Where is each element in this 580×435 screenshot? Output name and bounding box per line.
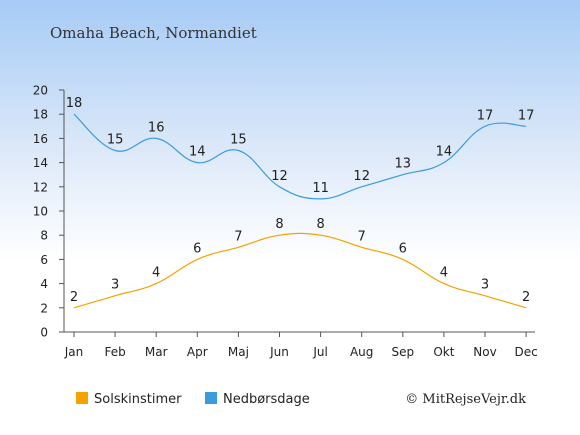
- data-label: 4: [440, 266, 448, 281]
- y-tick-label: 12: [33, 180, 48, 194]
- data-label: 15: [107, 133, 124, 148]
- y-tick-label: 16: [33, 132, 48, 146]
- data-label: 4: [152, 266, 160, 281]
- y-tick-label: 6: [40, 253, 48, 267]
- y-ticks: 0 2 4 6 8 10 12 14 16 18 20: [33, 84, 64, 340]
- x-tick-label: Jul: [312, 345, 327, 359]
- y-tick-label: 14: [33, 156, 48, 170]
- data-label: 16: [148, 120, 165, 135]
- series-line-sunshine: [73, 232, 527, 309]
- x-tick-label: Aug: [350, 345, 373, 359]
- y-tick-label: 10: [33, 205, 48, 219]
- y-tick-label: 18: [33, 108, 48, 122]
- y-tick-label: 0: [40, 326, 48, 340]
- data-label: 11: [312, 181, 329, 196]
- data-label: 6: [193, 241, 201, 256]
- data-label: 15: [230, 133, 247, 148]
- y-tick-label: 20: [33, 84, 48, 98]
- x-tick-label: Jan: [64, 345, 84, 359]
- data-label: 14: [189, 145, 206, 160]
- data-label: 17: [477, 108, 494, 123]
- data-label: 14: [436, 145, 453, 160]
- chart-title: Omaha Beach, Normandiet: [50, 24, 257, 42]
- data-label: 18: [66, 96, 83, 111]
- data-label: 2: [70, 290, 78, 305]
- credit-text: © MitRejseVejr.dk: [405, 392, 526, 407]
- x-tick-label: Nov: [473, 345, 496, 359]
- data-label: 6: [399, 241, 407, 256]
- x-tick-label: Maj: [228, 345, 249, 359]
- y-tick-label: 8: [40, 229, 48, 243]
- data-label: 8: [275, 217, 283, 232]
- y-tick-label: 4: [40, 277, 48, 291]
- x-tick-label: Apr: [187, 345, 208, 359]
- data-label: 7: [358, 229, 366, 244]
- data-label: 12: [271, 169, 288, 184]
- data-labels: 2 3 4 6 7 8 8 7 6 4 3 2 18 15 16 14 15 12 11 12 13 14 17 17: [66, 96, 535, 305]
- legend: Solskinstimer Nedbørsdage: [76, 392, 310, 407]
- series-layer: [73, 113, 527, 309]
- data-label: 3: [111, 278, 119, 293]
- legend-label-sunshine: Solskinstimer: [94, 392, 182, 407]
- legend-label-rain-days: Nedbørsdage: [223, 392, 310, 407]
- x-tick-label: Dec: [514, 345, 537, 359]
- x-ticks: Jan Feb Mar Apr Maj Jun Jul Aug Sep Okt Nov Dec: [64, 332, 538, 359]
- legend-item-rain-days: Nedbørsdage: [205, 392, 310, 407]
- legend-swatch-sunshine: [76, 392, 88, 404]
- x-tick-label: Sep: [391, 345, 414, 359]
- x-tick-label: Okt: [433, 345, 454, 359]
- legend-swatch-rain-days: [205, 392, 217, 404]
- x-tick-label: Mar: [145, 345, 168, 359]
- data-label: 8: [316, 217, 324, 232]
- data-label: 3: [481, 278, 489, 293]
- data-label: 17: [518, 108, 535, 123]
- x-tick-label: Feb: [104, 345, 125, 359]
- data-label: 12: [353, 169, 370, 184]
- data-label: 13: [395, 157, 412, 172]
- legend-item-sunshine: Solskinstimer: [76, 392, 182, 407]
- data-label: 2: [522, 290, 530, 305]
- x-tick-label: Jun: [269, 345, 289, 359]
- y-tick-label: 2: [40, 301, 48, 315]
- series-line-rain-days: [73, 113, 527, 200]
- data-label: 7: [234, 229, 242, 244]
